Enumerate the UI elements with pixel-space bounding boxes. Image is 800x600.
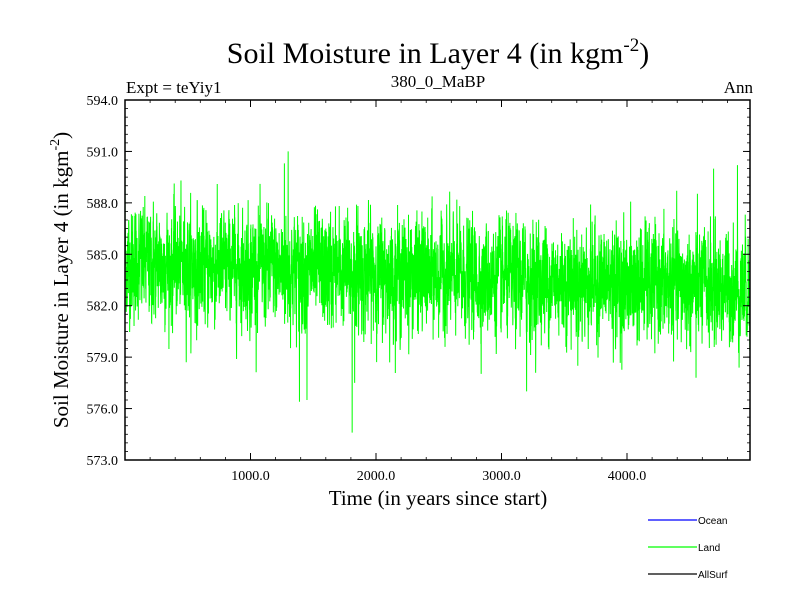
legend-label-land: Land	[698, 543, 720, 554]
x-tick-label: 3000.0	[482, 469, 521, 484]
x-axis-label: Time (in years since start)	[329, 486, 548, 510]
y-tick-label: 576.0	[87, 403, 119, 418]
x-tick-label: 1000.0	[231, 469, 270, 484]
y-tick-label: 588.0	[87, 197, 119, 212]
season-label: Ann	[724, 78, 754, 97]
y-tick-label: 594.0	[87, 94, 119, 109]
y-tick-label: 579.0	[87, 351, 119, 366]
y-tick-label: 591.0	[87, 145, 119, 160]
series-line-land	[125, 134, 750, 432]
chart-title: Soil Moisture in Layer 4 (in kgm-2)	[227, 35, 649, 70]
x-tick-label: 2000.0	[357, 469, 396, 484]
y-axis-label: Soil Moisture in Layer 4 (in kgm-2)	[48, 132, 73, 428]
chart-svg: Soil Moisture in Layer 4 (in kgm-2) Expt…	[0, 0, 800, 600]
y-tick-label: 582.0	[87, 300, 119, 315]
plot-area	[125, 134, 750, 432]
x-tick-label: 4000.0	[608, 469, 647, 484]
legend: Ocean Land AllSurf	[648, 516, 728, 581]
experiment-label: Expt = teYiy1	[126, 78, 222, 97]
y-tick-label: 585.0	[87, 248, 119, 263]
legend-label-allsurf: AllSurf	[698, 570, 728, 581]
y-tick-label: 573.0	[87, 454, 119, 469]
period-label: 380_0_MaBP	[391, 72, 485, 91]
legend-label-ocean: Ocean	[698, 516, 727, 527]
